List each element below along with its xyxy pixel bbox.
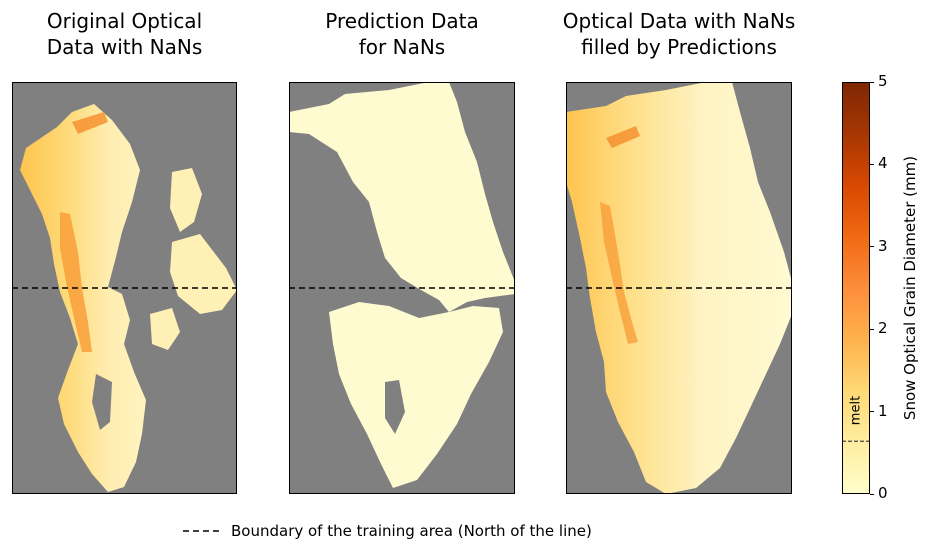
colorbar-label: Snow Optical Grain Diameter (mm) xyxy=(901,155,919,421)
high-grain-streak-north xyxy=(72,112,108,134)
prediction-fill-north xyxy=(289,82,515,312)
panel-filled xyxy=(566,82,792,494)
nan-hole xyxy=(92,374,112,430)
colorbar-frame xyxy=(842,82,870,494)
ice-east-fragment-1 xyxy=(170,168,202,232)
panel-title-3: Optical Data with NaNs filled by Predict… xyxy=(562,9,796,59)
colorbar-gradient xyxy=(842,82,870,494)
high-grain-streak-north xyxy=(606,126,640,148)
colorbar-tick-mark xyxy=(870,246,874,248)
panel-title-1: Original Optical Data with NaNs xyxy=(46,9,203,59)
legend: Boundary of the training area (North of … xyxy=(183,521,592,541)
axes-frame xyxy=(289,82,515,494)
colorbar-tick-label: 3 xyxy=(878,236,888,255)
ice-east-fragment-3 xyxy=(150,308,180,350)
panel-original xyxy=(12,82,237,494)
melt-label: melt xyxy=(848,396,864,426)
colorbar-tick-label: 5 xyxy=(878,72,888,90)
high-grain-streak xyxy=(60,212,92,352)
colorbar xyxy=(842,82,870,494)
colorbar-tick-mark xyxy=(870,493,874,495)
colorbar-tick-mark xyxy=(870,163,874,165)
high-grain-streak xyxy=(600,202,638,344)
colorbar-tick-mark xyxy=(870,81,874,83)
ice-east-fragment-2 xyxy=(170,234,237,314)
colorbar-tick-label: 4 xyxy=(878,154,888,173)
colorbar-tick-label: 2 xyxy=(878,319,888,338)
legend-dash-swatch xyxy=(183,530,219,532)
colorbar-tick-label: 0 xyxy=(878,484,888,502)
legend-label: Boundary of the training area (North of … xyxy=(231,522,592,540)
prediction-fill-south xyxy=(329,302,503,488)
axes-frame xyxy=(12,82,237,494)
panel-prediction xyxy=(289,82,515,494)
colorbar-tick-mark xyxy=(870,411,874,413)
colorbar-tick-mark xyxy=(870,328,874,330)
nan-gap xyxy=(385,380,405,434)
axes-frame xyxy=(566,82,792,494)
panel-title-2: Prediction Data for NaNs xyxy=(325,9,479,59)
colorbar-tick-label: 1 xyxy=(878,401,888,420)
